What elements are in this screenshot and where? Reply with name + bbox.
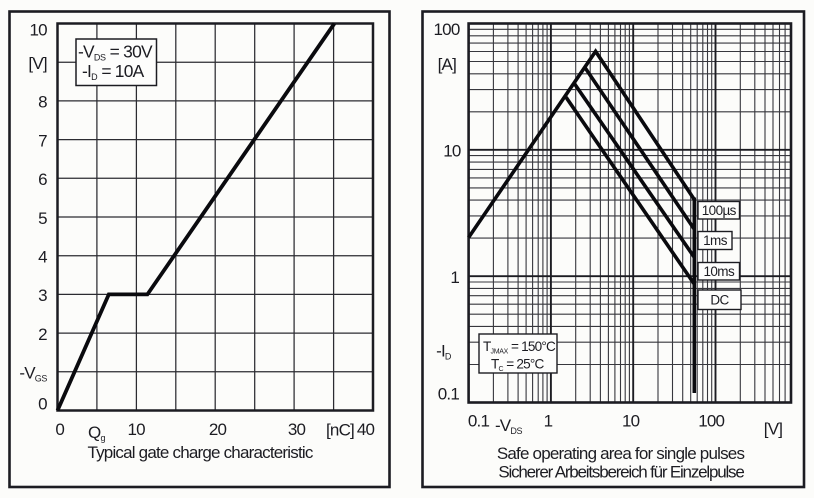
svg-text:[nC]: [nC] — [326, 421, 354, 440]
svg-text:20: 20 — [209, 420, 227, 439]
svg-text:100: 100 — [698, 412, 724, 431]
svg-text:0: 0 — [38, 394, 47, 413]
svg-text:30: 30 — [288, 420, 306, 439]
svg-text:8: 8 — [38, 93, 47, 112]
svg-text:DC: DC — [710, 292, 729, 307]
svg-text:-ID: -ID — [436, 342, 452, 362]
svg-text:5: 5 — [38, 209, 47, 228]
svg-text:Typical gate charge characteri: Typical gate charge characteristic — [87, 443, 313, 462]
svg-text:[V]: [V] — [28, 54, 46, 73]
svg-text:0: 0 — [55, 420, 64, 439]
svg-text:1ms: 1ms — [703, 233, 728, 248]
svg-text:10ms: 10ms — [703, 264, 734, 279]
svg-text:-VDS = 30V: -VDS = 30V — [78, 42, 153, 63]
svg-text:2: 2 — [38, 325, 47, 344]
svg-text:10: 10 — [128, 420, 146, 439]
svg-text:4: 4 — [38, 248, 47, 267]
svg-text:Qg: Qg — [88, 423, 105, 443]
svg-text:100µs: 100µs — [702, 203, 737, 218]
svg-text:1: 1 — [450, 268, 459, 287]
svg-text:-VDS: -VDS — [495, 416, 523, 436]
svg-text:Safe operating area for single: Safe operating area for single pulses — [497, 444, 745, 463]
svg-text:Sicherer Arbeitsbereich für Ei: Sicherer Arbeitsbereich für Einzelpulse — [498, 463, 744, 482]
svg-text:TC = 25°C: TC = 25°C — [491, 357, 545, 374]
svg-text:6: 6 — [38, 170, 47, 189]
svg-text:-VGS: -VGS — [19, 363, 47, 383]
svg-text:0.1: 0.1 — [468, 412, 490, 431]
svg-text:[V]: [V] — [764, 420, 782, 439]
svg-text:40: 40 — [357, 420, 375, 439]
svg-text:10: 10 — [622, 412, 640, 431]
svg-text:-ID = 10A: -ID = 10A — [82, 61, 145, 82]
svg-text:0.1: 0.1 — [438, 385, 460, 404]
svg-text:1: 1 — [544, 412, 553, 431]
svg-text:10: 10 — [29, 20, 47, 39]
svg-text:7: 7 — [38, 131, 47, 150]
svg-text:10: 10 — [443, 142, 461, 161]
svg-text:100: 100 — [434, 20, 460, 39]
svg-text:3: 3 — [38, 286, 47, 305]
svg-text:[A]: [A] — [438, 55, 456, 74]
